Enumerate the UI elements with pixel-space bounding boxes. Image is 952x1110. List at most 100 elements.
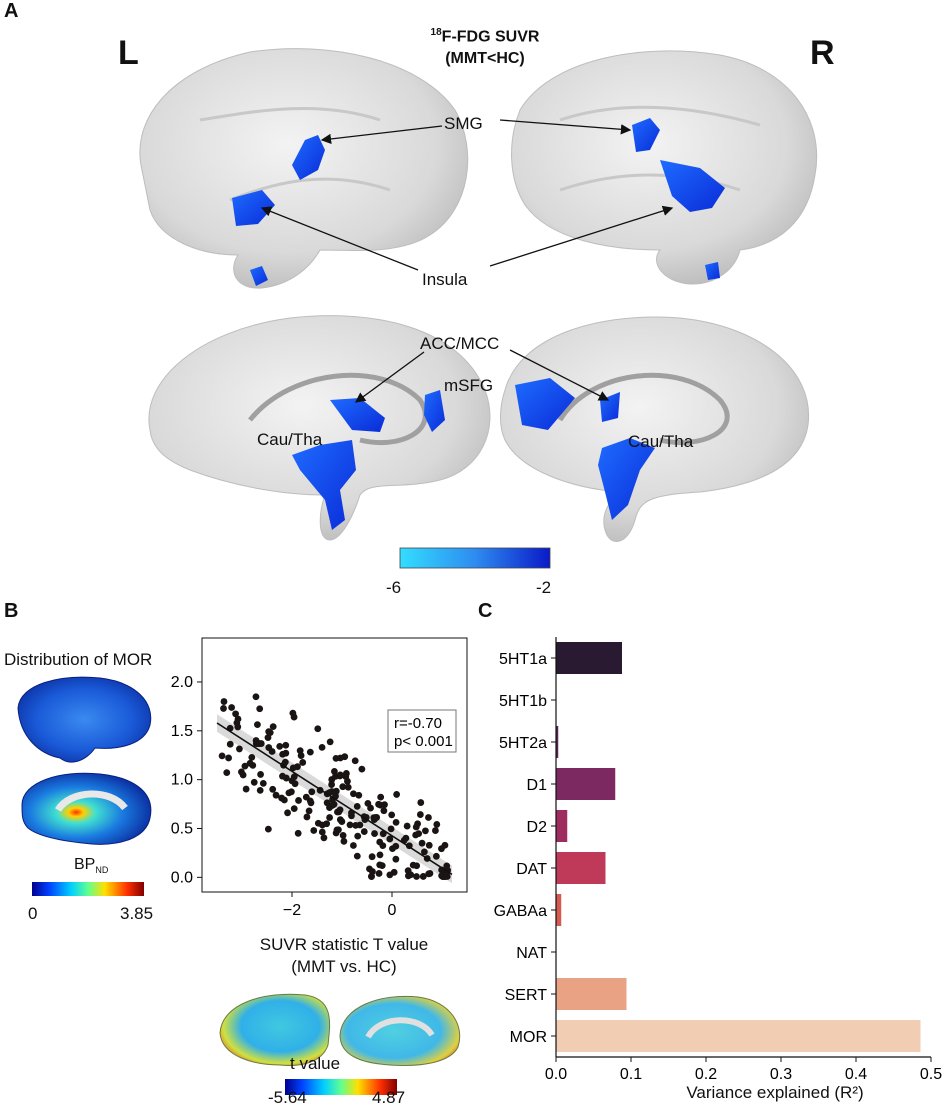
t-value-maps [219,993,461,1095]
scatter-plot: 0.0 0.5 1.0 1.5 2.0 −2 0 r=-0.70 p< 0.001 [171,637,468,919]
y-tick-label: 2.0 [171,674,193,691]
scatter-point [296,747,304,755]
label-acc-mcc: ACC/MCC [420,334,500,353]
scatter-point [367,804,374,812]
scatter-point [346,821,354,829]
scatter-point [291,780,299,788]
left-insula-cluster [232,190,275,226]
bar-series [556,642,921,1052]
scatter-point [234,715,242,723]
scatter-point [314,725,322,733]
regression-line-path [216,722,453,876]
scatter-point [250,778,258,786]
scatter-point [218,752,226,760]
scatter-point [285,789,293,797]
scatter-point [242,785,250,793]
scatter-point [425,870,433,878]
scatter-point [257,771,264,778]
scatter-point [339,832,347,839]
scatter-point [360,828,368,835]
label-insula: Insula [422,270,468,289]
panel-a-colorbar-max: -2 [536,578,552,597]
scatter-point [413,862,421,870]
scatter-point [320,834,328,842]
scatter-point [269,723,277,731]
scatter-point [310,827,318,834]
panel-a-colorbar [399,547,551,569]
t-lateral-map [219,993,331,1066]
scatter-point [326,738,334,746]
bar-category-label: 5HT1b [499,693,547,710]
bar-x-tick-label: 0.5 [920,1066,942,1083]
scatter-point [375,870,383,877]
scatter-point [256,786,264,794]
scatter-point [368,853,376,861]
scatter-point [338,818,346,825]
scatter-point [368,872,375,880]
scatter-point [413,873,420,880]
scatter-point [241,762,249,770]
panel-b-letter: B [4,600,19,622]
right-smg-cluster [632,118,660,152]
scatter-point [351,757,359,765]
scatter-point [228,704,236,711]
scatter-points [218,693,452,881]
scatter-point [418,839,426,847]
scatter-point [254,721,261,729]
scatter-point [336,754,344,762]
label-msfg: mSFG [444,376,494,395]
scatter-point [425,814,432,821]
scatter-point [290,713,298,721]
scatter-point [306,748,314,756]
scatter-point [432,852,440,860]
panel-a-title-main: F-FDG SUVR [441,28,540,46]
scatter-point [414,820,421,828]
bar-category-label: DAT [516,861,547,878]
stats-p: p< 0.001 [394,733,453,750]
label-cau-tha-right: Cau/Tha [628,432,694,451]
scatter-point [318,828,326,836]
scatter-point [220,705,227,712]
scatter-point [252,693,260,701]
scatter-point [386,871,394,879]
scatter-point [326,804,333,811]
scatter-xlabel: SUVR statistic T value (MMT vs. HC) [236,934,452,978]
mor-distribution-maps [17,676,152,896]
scatter-point [392,855,400,863]
bar-category-label: GABAa [494,903,547,920]
scatter-point [284,809,291,817]
left-cau-tha-cluster [292,440,356,530]
scatter-point [220,698,228,705]
scatter-point [239,771,247,779]
scatter-point [328,776,336,783]
scatter-point [366,865,373,873]
t-colorbar-label: t value [290,1054,341,1073]
scatter-point [328,781,335,788]
scatter-point [289,764,297,772]
t-medial-map [339,995,461,1066]
scatter-point [344,783,352,791]
scatter-point [323,820,331,828]
scatter-point [378,862,386,870]
panel-c-letter: C [478,600,493,622]
bar-chart: 5HT1a 5HT1b 5HT2a D1 D2 DAT GABAa NAT SERT MOR 0.… [494,637,942,1083]
y-tick-label: 0.0 [171,869,193,886]
scatter-point [252,737,260,744]
bar-category-label: D2 [527,819,548,836]
scatter-point [308,788,316,796]
mor-map-title: Distribution of MOR [4,650,153,669]
scatter-xlabel-line1: SUVR statistic T value [259,935,429,954]
scatter-point [332,829,340,837]
right-hemisphere-label: R [810,34,835,72]
right-lateral-brain [511,50,818,285]
scatter-point [278,794,286,802]
scatter-point [331,768,338,775]
scatter-point [415,830,423,838]
t-colorbar-min: -5.64 [268,1088,307,1107]
mor-colorbar [32,882,144,896]
scatter-point [403,822,411,830]
scatter-point [339,783,347,791]
scatter-point [276,742,284,750]
scatter-point [290,773,298,781]
regression-line [216,722,453,876]
